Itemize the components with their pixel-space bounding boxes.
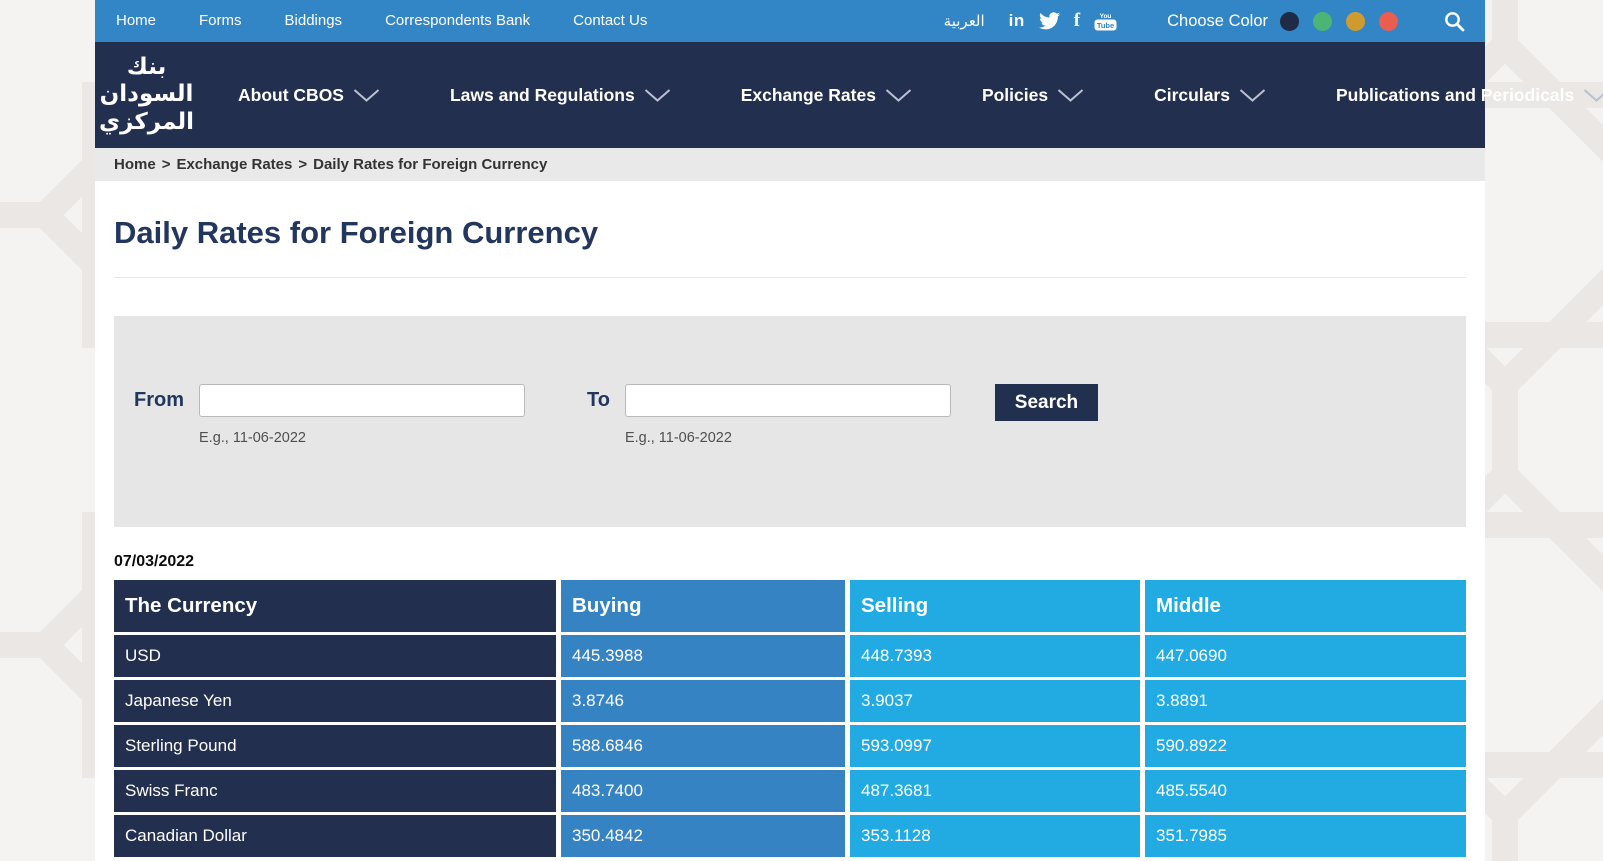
rate-row-usd: USD 445.3988 448.7393 447.0690 bbox=[114, 632, 1466, 677]
search-button[interactable]: Search bbox=[994, 384, 1098, 421]
nav-item-label: Circulars bbox=[1154, 84, 1230, 105]
topbar-right: العربية in f You Tube Choose Color bbox=[944, 10, 1465, 32]
color-swatch-2[interactable] bbox=[1313, 11, 1332, 31]
cell-selling: 487.3681 bbox=[850, 767, 1145, 812]
cell-selling: 353.1128 bbox=[850, 812, 1145, 857]
cell-buying: 588.6846 bbox=[561, 722, 850, 767]
topbar-link-home[interactable]: Home bbox=[116, 12, 157, 29]
chevron-down-icon bbox=[1583, 88, 1603, 102]
cell-middle: 590.8922 bbox=[1145, 722, 1466, 767]
rate-row-japanese-yen: Japanese Yen 3.8746 3.9037 3.8891 bbox=[114, 677, 1466, 722]
color-swatch-3[interactable] bbox=[1346, 11, 1365, 31]
nav-item-label: Laws and Regulations bbox=[449, 84, 635, 105]
cell-middle: 351.7985 bbox=[1145, 812, 1466, 857]
twitter-icon[interactable] bbox=[1038, 10, 1060, 32]
cell-currency: Japanese Yen bbox=[114, 677, 561, 722]
topbar-link-biddings[interactable]: Biddings bbox=[284, 12, 343, 29]
topbar-links: Home Forms Biddings Correspondents Bank Cont… bbox=[116, 12, 690, 30]
youtube-icon[interactable]: You Tube bbox=[1094, 10, 1117, 32]
color-swatch-1[interactable] bbox=[1280, 11, 1299, 31]
chevron-down-icon bbox=[1057, 88, 1084, 102]
cell-middle: 3.8891 bbox=[1145, 677, 1466, 722]
rates-table-body: USD 445.3988 448.7393 447.0690 Japanese Yen 3… bbox=[114, 632, 1466, 857]
chevron-down-icon bbox=[644, 88, 671, 102]
page-title: Daily Rates for Foreign Currency bbox=[114, 181, 1466, 278]
nav-item-circulars[interactable]: Circulars bbox=[1154, 85, 1266, 106]
svg-text:You: You bbox=[1100, 13, 1112, 20]
rate-row-swiss-franc: Swiss Franc 483.7400 487.3681 485.5540 bbox=[114, 767, 1466, 812]
language-switch-arabic[interactable]: العربية bbox=[943, 12, 985, 30]
chevron-down-icon bbox=[353, 88, 380, 102]
column-header-middle: Middle bbox=[1145, 580, 1466, 632]
cell-buying: 3.8746 bbox=[561, 677, 850, 722]
cell-selling: 3.9037 bbox=[850, 677, 1145, 722]
nav-item-about-cbos[interactable]: About CBOS bbox=[238, 85, 380, 106]
breadcrumb-separator: > bbox=[161, 156, 171, 173]
rate-row-sterling-pound: Sterling Pound 588.6846 593.0997 590.8922 bbox=[114, 722, 1466, 767]
breadcrumb-separator: > bbox=[298, 156, 308, 173]
nav-item-label: Exchange Rates bbox=[740, 84, 876, 105]
color-swatch-4[interactable] bbox=[1379, 11, 1398, 31]
main-navbar: بنك السودان المركزي About CBOS Laws and R… bbox=[95, 42, 1603, 148]
from-label: From bbox=[134, 389, 184, 411]
search-icon[interactable] bbox=[1444, 11, 1465, 32]
nav-item-label: Publications and Periodicals bbox=[1335, 84, 1575, 105]
linkedin-icon[interactable]: in bbox=[1008, 11, 1025, 30]
color-swatches bbox=[1280, 11, 1412, 31]
date-filter-panel: From E.g., 11-06-2022 To E.g., 11-06-202… bbox=[114, 316, 1466, 527]
column-header-the-currency: The Currency bbox=[114, 580, 561, 632]
nav-item-label: About CBOS bbox=[238, 84, 344, 105]
breadcrumb-home[interactable]: Home bbox=[114, 156, 156, 173]
topbar-link-forms[interactable]: Forms bbox=[199, 12, 242, 29]
cell-buying: 445.3988 bbox=[561, 632, 850, 677]
breadcrumb-exchange-rates[interactable]: Exchange Rates bbox=[176, 156, 293, 173]
svg-text:Tube: Tube bbox=[1097, 21, 1114, 30]
rates-table: The Currency Buying Selling Middle USD 445.3… bbox=[114, 580, 1466, 857]
breadcrumb: Home > Exchange Rates > Daily Rates for Fore… bbox=[95, 148, 1485, 181]
topbar-link-correspondents-bank[interactable]: Correspondents Bank bbox=[385, 12, 531, 29]
column-header-selling: Selling bbox=[850, 580, 1145, 632]
cell-currency: Sterling Pound bbox=[114, 722, 561, 767]
cell-currency: Canadian Dollar bbox=[114, 812, 561, 857]
topbar: Home Forms Biddings Correspondents Bank Cont… bbox=[95, 0, 1485, 42]
social-icons: in f You Tube bbox=[1009, 10, 1131, 32]
cell-buying: 483.7400 bbox=[561, 767, 850, 812]
breadcrumb-daily-rates-for-foreign-currency: Daily Rates for Foreign Currency bbox=[313, 156, 548, 173]
rate-row-canadian-dollar: Canadian Dollar 350.4842 353.1128 351.7985 bbox=[114, 812, 1466, 857]
cell-currency: USD bbox=[114, 632, 561, 677]
rates-table-header-row: The Currency Buying Selling Middle bbox=[114, 580, 1466, 632]
cbos-logo[interactable]: بنك السودان المركزي bbox=[99, 53, 195, 135]
nav-item-laws-and-regulations[interactable]: Laws and Regulations bbox=[450, 85, 671, 106]
content: Daily Rates for Foreign Currency From E.… bbox=[95, 181, 1485, 857]
chevron-down-icon bbox=[1239, 88, 1266, 102]
nav-items: About CBOS Laws and Regulations Exchange R… bbox=[238, 85, 1603, 106]
topbar-link-contact-us[interactable]: Contact Us bbox=[573, 12, 648, 29]
cell-middle: 485.5540 bbox=[1145, 767, 1466, 812]
nav-item-label: Policies bbox=[981, 84, 1049, 105]
to-label: To bbox=[587, 389, 610, 411]
cell-buying: 350.4842 bbox=[561, 812, 850, 857]
page-container: Home Forms Biddings Correspondents Bank Cont… bbox=[95, 0, 1603, 861]
to-date-hint: E.g., 11-06-2022 bbox=[624, 430, 732, 446]
to-date-input[interactable] bbox=[624, 384, 951, 417]
choose-color-label: Choose Color bbox=[1167, 11, 1268, 30]
cell-selling: 448.7393 bbox=[850, 632, 1145, 677]
from-date-input[interactable] bbox=[199, 384, 525, 417]
cell-currency: Swiss Franc bbox=[114, 767, 561, 812]
from-date-hint: E.g., 11-06-2022 bbox=[199, 430, 306, 446]
facebook-icon[interactable]: f bbox=[1073, 10, 1081, 31]
rates-date: 07/03/2022 bbox=[114, 553, 195, 570]
column-header-buying: Buying bbox=[561, 580, 850, 632]
nav-item-policies[interactable]: Policies bbox=[982, 85, 1084, 106]
cell-selling: 593.0997 bbox=[850, 722, 1145, 767]
nav-item-exchange-rates[interactable]: Exchange Rates bbox=[741, 85, 912, 106]
nav-item-publications-and-periodicals[interactable]: Publications and Periodicals bbox=[1336, 85, 1603, 106]
cell-middle: 447.0690 bbox=[1145, 632, 1466, 677]
chevron-down-icon bbox=[885, 88, 912, 102]
